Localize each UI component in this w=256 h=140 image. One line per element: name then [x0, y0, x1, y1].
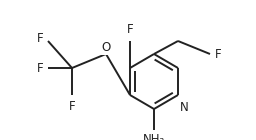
Text: NH₂: NH₂: [143, 133, 165, 140]
Text: O: O: [101, 41, 111, 54]
Text: F: F: [127, 23, 133, 36]
Text: F: F: [69, 100, 75, 113]
Text: F: F: [36, 61, 43, 74]
Text: F: F: [36, 32, 43, 45]
Text: N: N: [180, 101, 189, 114]
Text: F: F: [215, 47, 222, 60]
